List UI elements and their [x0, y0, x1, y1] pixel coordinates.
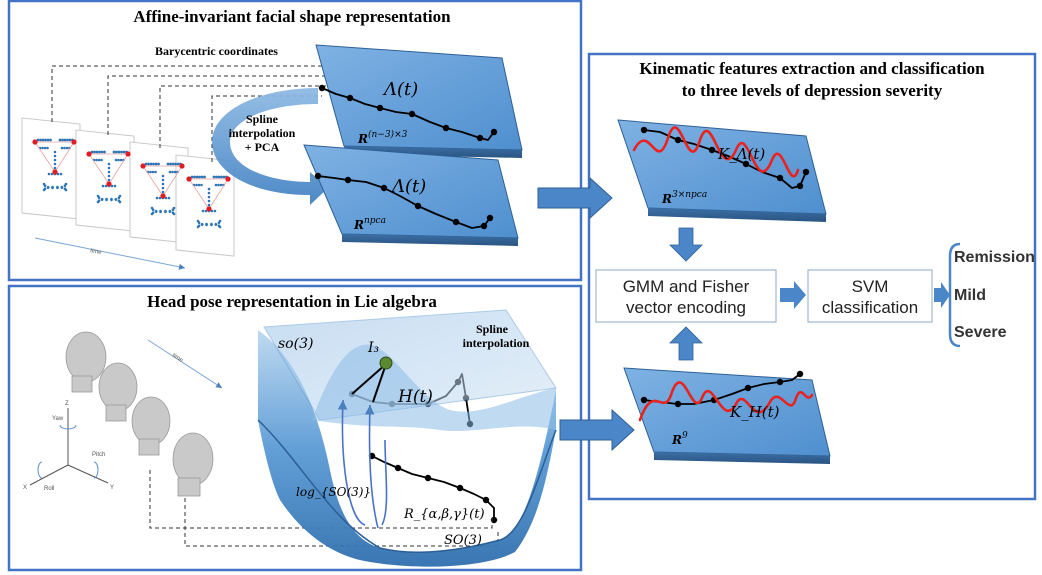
headpose-panel-title: Head pose representation in Lie algebra [147, 292, 437, 311]
class-severe: Severe [954, 324, 1007, 341]
pose-axes [30, 408, 108, 485]
lambda-trajectory-bottom-point [345, 177, 351, 183]
head-renderings [66, 332, 213, 496]
so3-label: so(3) [278, 336, 313, 352]
lambda-trajectory-bottom-point [481, 223, 487, 229]
time-axis-arrow [35, 238, 185, 268]
log-map-label: log_{SO(3)} [296, 485, 371, 499]
spline-label-line1: Spline [246, 112, 279, 126]
so3-group-label: SO(3) [444, 533, 482, 548]
k-h-base-point [641, 397, 647, 403]
kinematic-plane-bottom [624, 368, 830, 464]
axis-y-label: Y [110, 485, 114, 491]
lambda-trajectory-top-point [347, 95, 353, 101]
time-axis-arrow-head [148, 340, 222, 388]
r-trajectory-point [483, 497, 489, 503]
axis-pitch-label: Pitch [92, 452, 105, 458]
bottom-to-gmm-arrow [670, 327, 702, 360]
lambda-trajectory-top-point [377, 105, 383, 111]
kinematic-title-line2: to three levels of depression severity [682, 81, 943, 100]
kinematic-title-line1: Kinematic features extraction and classi… [639, 59, 985, 78]
gmm-line2: vector encoding [626, 298, 746, 317]
spline-label-line3: + PCA [245, 140, 280, 154]
k-h-label: K_H(t) [729, 403, 780, 421]
lambda-trajectory-top-point [491, 129, 497, 135]
lambda-trajectory-bottom-point [315, 173, 321, 179]
identity-label: I₃ [367, 340, 380, 356]
axis-yaw-label: Yaw [52, 416, 64, 422]
face-landmark-frames [22, 118, 234, 256]
shape-to-kinematic-arrow [538, 178, 612, 218]
k-h-base-point [777, 379, 783, 385]
class-mild: Mild [954, 287, 986, 304]
lambda-trajectory-top-point [409, 111, 415, 117]
lambda-trajectory-top-point [319, 85, 325, 91]
lambda-trajectory-top-point [477, 135, 483, 141]
identity-point [380, 357, 392, 369]
r-trajectory-point [395, 465, 401, 471]
headpose-spline-line2: interpolation [463, 336, 530, 350]
lambda-trajectory-top-point [443, 125, 449, 131]
k-lambda-base-point [675, 137, 681, 143]
k-h-base-point [745, 385, 751, 391]
headpose-spline-line1: Spline [476, 322, 509, 336]
svm-line1: SVM [852, 277, 889, 296]
k-lambda-base-point [777, 175, 783, 181]
svm-line2: classification [822, 298, 918, 317]
kinematic-plane-top [618, 120, 826, 222]
axis-z-label: Z [65, 401, 69, 407]
k-h-base-point [675, 401, 681, 407]
spline-label-line2: interpolation [229, 126, 296, 140]
k-lambda-base-point [709, 147, 715, 153]
k-lambda-base-point [641, 127, 647, 133]
barycentric-label: Barycentric coordinates [155, 44, 278, 58]
top-to-gmm-arrow [670, 228, 702, 261]
k-lambda-base-point [797, 183, 803, 189]
r-trajectory-point [425, 475, 431, 481]
lambda-label-top: Λ(t) [382, 79, 418, 100]
gmm-line1: GMM and Fisher [623, 277, 750, 296]
k-lambda-label: K_Λ(t) [717, 145, 765, 163]
lambda-trajectory-bottom-point [487, 215, 493, 221]
time-label-shape: time [90, 248, 103, 256]
class-remission: Remission [954, 249, 1035, 266]
k-lambda-base-point [803, 169, 809, 175]
h-t-label: H(t) [397, 387, 433, 407]
svm-to-classes-arrow [934, 282, 950, 308]
headpose-to-kinematic-arrow [560, 410, 634, 450]
lambda-trajectory-bottom-point [453, 219, 459, 225]
r-trajectory-point [457, 485, 463, 491]
k-h-base-point [797, 371, 803, 377]
gmm-to-svm-arrow [780, 281, 806, 309]
lambda-label-bottom: Λ(t) [390, 176, 426, 197]
axis-x-label: X [23, 485, 27, 491]
axis-roll-label: Roll [44, 486, 54, 492]
shape-plane-top [316, 45, 522, 158]
lambda-trajectory-bottom-point [381, 185, 387, 191]
lambda-trajectory-bottom-point [415, 203, 421, 209]
r-curve-label: R_{α,β,γ}(t) [403, 507, 485, 522]
shape-panel-title: Affine-invariant facial shape representa… [133, 7, 451, 26]
